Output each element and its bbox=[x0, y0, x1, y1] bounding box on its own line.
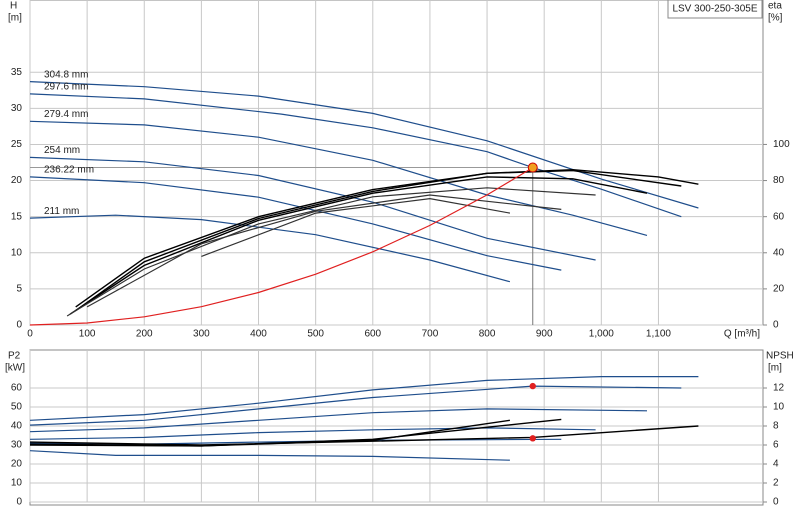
x-tick-label: 900 bbox=[536, 329, 553, 340]
x-tick-label: 300 bbox=[193, 329, 210, 340]
curve bbox=[29, 450, 510, 461]
curve bbox=[29, 167, 534, 326]
x-tick-label: 600 bbox=[364, 329, 381, 340]
y2-tick-label: 0 bbox=[773, 497, 779, 508]
curve bbox=[75, 168, 699, 308]
y2-tick-label: 100 bbox=[773, 139, 790, 150]
y2-unit: [m] bbox=[768, 363, 782, 374]
x-tick-label: 500 bbox=[307, 329, 324, 340]
y-tick-label: 15 bbox=[11, 211, 23, 222]
curve bbox=[29, 81, 699, 209]
curve bbox=[29, 214, 511, 283]
curve bbox=[29, 176, 562, 271]
y-tick-label: 0 bbox=[16, 497, 22, 508]
y-unit: [kW] bbox=[5, 363, 25, 374]
title-box bbox=[667, 0, 763, 19]
curve-label: 211 mm bbox=[44, 206, 79, 217]
y2-tick-label: 6 bbox=[773, 440, 779, 451]
y-label: P2 bbox=[8, 351, 21, 362]
curve bbox=[201, 197, 511, 257]
curve bbox=[29, 93, 682, 218]
curve bbox=[75, 169, 682, 312]
curve-label: 297.6 mm bbox=[44, 82, 88, 93]
y2-tick-label: 12 bbox=[773, 383, 785, 394]
y-tick-label: 20 bbox=[11, 459, 23, 470]
y-tick-label: 30 bbox=[11, 440, 23, 451]
y2-label: NPSH bbox=[766, 351, 794, 362]
curve bbox=[86, 194, 562, 308]
y-tick-label: 20 bbox=[11, 175, 23, 186]
curve bbox=[69, 176, 648, 315]
point bbox=[529, 382, 536, 390]
y2-tick-label: 2 bbox=[773, 478, 779, 489]
y-tick-label: 0 bbox=[16, 320, 22, 331]
chart-title: LSV 300-250-305E bbox=[672, 4, 757, 15]
y2-tick-label: 0 bbox=[773, 320, 779, 331]
y2-tick-label: 80 bbox=[773, 175, 785, 186]
y-tick-label: 5 bbox=[16, 284, 22, 295]
y-tick-label: 60 bbox=[11, 383, 23, 394]
x-tick-label: 700 bbox=[422, 329, 439, 340]
y2-tick-label: 60 bbox=[773, 211, 785, 222]
y-tick-label: 40 bbox=[11, 421, 23, 432]
curve-label: 236.22 mm bbox=[44, 165, 94, 176]
curve bbox=[29, 418, 562, 447]
y2-unit: [%] bbox=[768, 13, 783, 24]
x-tick-label: 1,100 bbox=[646, 329, 671, 340]
x-tick-label: 200 bbox=[136, 329, 153, 340]
curve-label: 304.8 mm bbox=[44, 69, 88, 80]
y2-tick-label: 4 bbox=[773, 459, 779, 470]
x-tick-label: 0 bbox=[27, 329, 33, 340]
curve bbox=[29, 120, 648, 236]
operating-point bbox=[527, 162, 538, 173]
curve bbox=[29, 385, 682, 426]
y-tick-label: 25 bbox=[11, 139, 23, 150]
y2-tick-label: 20 bbox=[773, 284, 785, 295]
curve bbox=[29, 408, 648, 433]
x-tick-label: 400 bbox=[250, 329, 267, 340]
curve bbox=[29, 376, 699, 421]
curve-label: 279.4 mm bbox=[44, 109, 88, 120]
y2-tick-label: 8 bbox=[773, 421, 779, 432]
y-unit: [m] bbox=[8, 13, 22, 24]
curve bbox=[66, 187, 596, 317]
curve bbox=[29, 156, 596, 261]
curve bbox=[29, 425, 699, 446]
y2-tick-label: 10 bbox=[773, 402, 785, 413]
x-tick-label: 100 bbox=[79, 329, 96, 340]
y-tick-label: 10 bbox=[11, 247, 23, 258]
point bbox=[529, 435, 536, 442]
curve-label: 254 mm bbox=[44, 145, 80, 156]
y-label: H bbox=[10, 1, 17, 12]
x-label: Q [m³/h] bbox=[724, 329, 760, 340]
curve bbox=[29, 427, 596, 440]
y-tick-label: 35 bbox=[11, 67, 23, 78]
y-tick-label: 50 bbox=[11, 402, 23, 413]
y2-tick-label: 40 bbox=[773, 247, 785, 258]
top-frame bbox=[29, 0, 764, 326]
y2-label: eta bbox=[768, 1, 782, 12]
y-tick-label: 30 bbox=[11, 103, 23, 114]
x-tick-label: 1,000 bbox=[589, 329, 614, 340]
x-tick-label: 800 bbox=[479, 329, 496, 340]
y-tick-label: 10 bbox=[11, 478, 23, 489]
